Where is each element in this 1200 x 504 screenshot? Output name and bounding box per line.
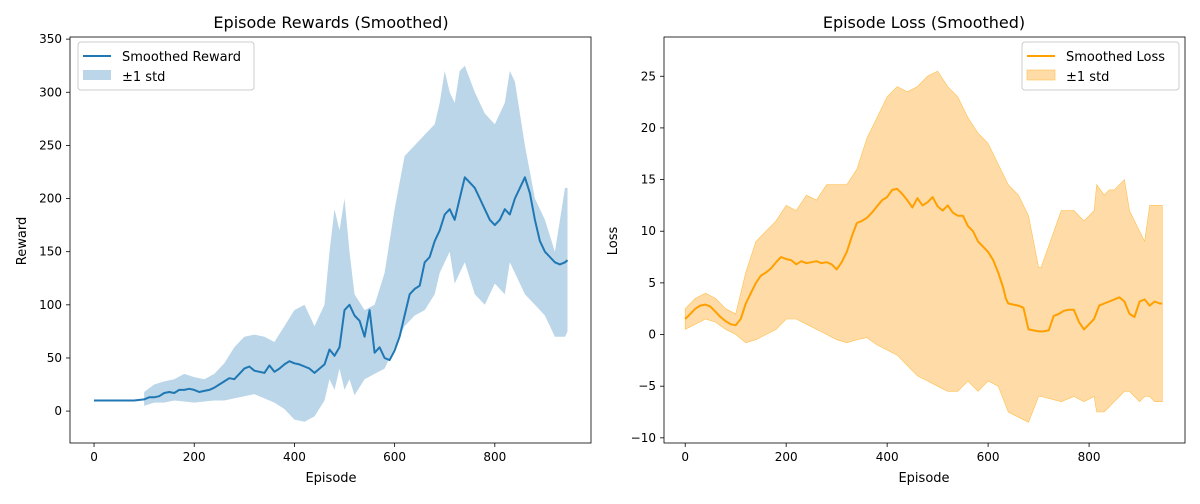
reward-legend-band-swatch	[83, 70, 111, 80]
loss-y-tick-label: 0	[648, 328, 656, 342]
reward-legend-box	[77, 41, 255, 91]
reward-y-tick-label: 300	[39, 85, 62, 99]
loss-x-tick-label: 400	[876, 450, 899, 464]
loss-y-tick-label: 5	[648, 276, 656, 290]
loss-x-tick-label: 200	[775, 450, 798, 464]
reward-x-tick-label: 800	[483, 450, 506, 464]
loss-series-layer	[684, 70, 1163, 423]
loss-chart-title: Episode Loss (Smoothed)	[823, 13, 1025, 32]
loss-y-tick-label: 15	[641, 173, 656, 187]
reward-plot-area: 0 200 400 600 800 0 50 100 150 200 250 300 350	[39, 32, 592, 464]
loss-axes-frame	[663, 36, 1186, 444]
reward-smoothed-line	[94, 176, 569, 402]
loss-legend-box	[1021, 41, 1180, 91]
reward-x-axis-label: Episode	[305, 471, 356, 486]
reward-y-tick-label: 350	[39, 32, 62, 46]
loss-x-tick-label: 0	[681, 450, 689, 464]
reward-axes-frame	[69, 36, 592, 444]
loss-x-tick-label: 800	[1078, 450, 1101, 464]
reward-chart-panel: 0 200 400 600 800 0 50 100 150 200 250 300 350 Episo…	[15, 13, 592, 486]
loss-legend-label-band: ±1 std	[1066, 70, 1109, 85]
reward-y-tick-label: 0	[54, 404, 62, 418]
reward-x-tick-label: 400	[283, 450, 306, 464]
loss-chart-panel: 0 200 400 600 800 −10 −5 0 5 10 15 20 25 Episode Los…	[606, 13, 1186, 486]
loss-y-tick-label: −5	[638, 379, 656, 393]
reward-x-tick-label: 600	[383, 450, 406, 464]
loss-y-tick-label: 20	[641, 121, 656, 135]
loss-plot-area: 0 200 400 600 800 −10 −5 0 5 10 15 20 25	[631, 36, 1186, 464]
loss-y-tick-label: 10	[641, 224, 656, 238]
loss-legend-band-swatch	[1026, 69, 1056, 81]
reward-x-tick-label: 200	[183, 450, 206, 464]
reward-y-tick-label: 50	[47, 351, 62, 365]
reward-y-tick-label: 100	[39, 298, 62, 312]
loss-x-axis-label: Episode	[898, 471, 949, 486]
reward-legend-label-band: ±1 std	[122, 70, 165, 85]
reward-std-band	[144, 65, 568, 422]
reward-y-tick-label: 150	[39, 245, 62, 259]
loss-std-band	[684, 70, 1163, 423]
reward-chart-title: Episode Rewards (Smoothed)	[213, 13, 448, 32]
reward-y-axis-label: Reward	[15, 217, 30, 265]
loss-y-axis-label: Loss	[606, 227, 621, 256]
loss-legend: Smoothed Loss ±1 std	[1021, 41, 1180, 91]
reward-y-tick-label: 200	[39, 192, 62, 206]
reward-series-layer	[94, 65, 569, 422]
reward-y-tick-label: 250	[39, 138, 62, 152]
loss-y-tick-label: 25	[641, 69, 656, 83]
loss-x-tick-label: 600	[977, 450, 1000, 464]
reward-legend: Smoothed Reward ±1 std	[77, 41, 255, 91]
loss-smoothed-line	[684, 187, 1163, 333]
reward-legend-label-line: Smoothed Reward	[122, 50, 241, 65]
loss-legend-label-line: Smoothed Loss	[1066, 50, 1165, 65]
loss-y-tick-label: −10	[631, 431, 656, 445]
reward-x-tick-label: 0	[90, 450, 98, 464]
